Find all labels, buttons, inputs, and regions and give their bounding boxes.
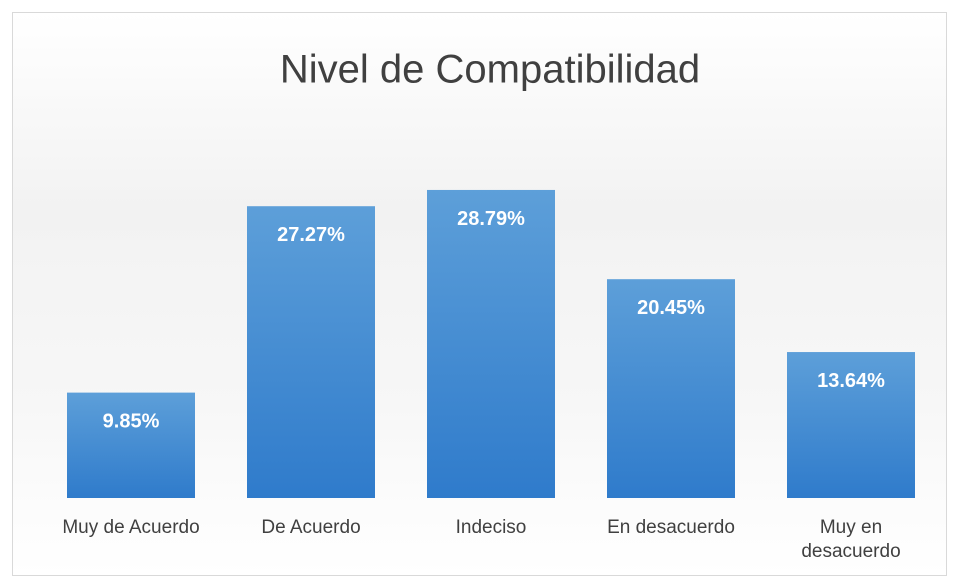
data-label: 9.85% xyxy=(103,411,160,433)
x-tick-label: Muy de Acuerdo xyxy=(62,517,200,538)
data-label: 13.64% xyxy=(817,370,885,392)
x-tick-label: De Acuerdo xyxy=(261,517,361,538)
data-label: 27.27% xyxy=(277,224,345,246)
data-label: 28.79% xyxy=(457,208,525,230)
x-tick-label: Indeciso xyxy=(455,517,527,538)
bar xyxy=(787,352,915,498)
chart-title: Nivel de Compatibilidad xyxy=(280,48,700,92)
x-tick-label: En desacuerdo xyxy=(607,517,735,538)
x-tick-label: Muy en desacuerdo xyxy=(801,517,901,562)
data-label: 20.45% xyxy=(637,297,705,319)
bar xyxy=(247,206,375,498)
bar xyxy=(607,279,735,498)
bar xyxy=(67,392,195,498)
bar xyxy=(427,189,555,498)
